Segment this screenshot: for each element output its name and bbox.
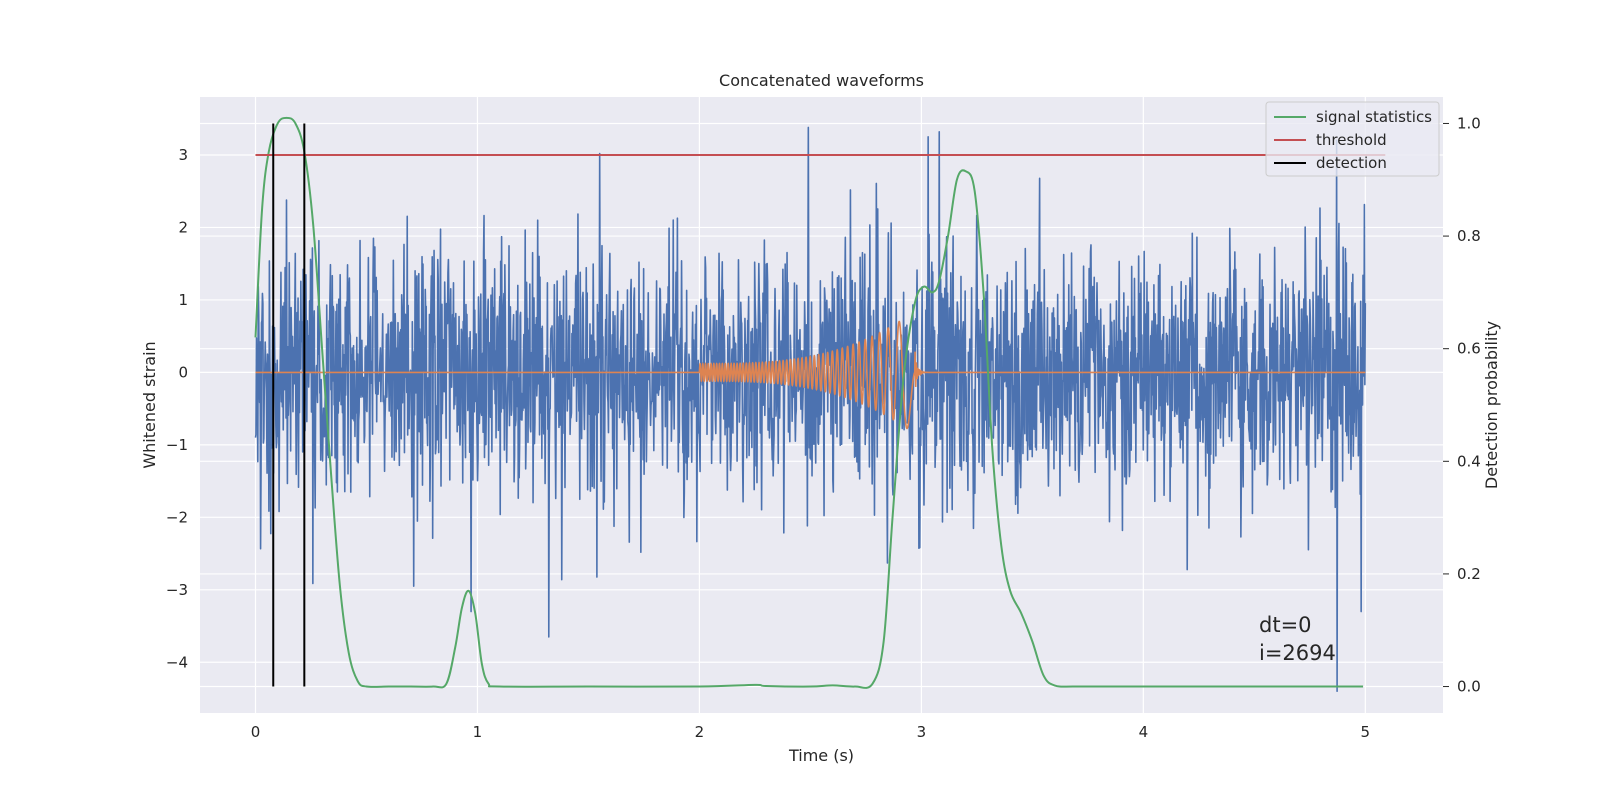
signal-statistics-line <box>254 116 1364 689</box>
y-right-tick-label: 1.0 <box>1457 114 1481 132</box>
y-axis-right-label: Detection probability <box>1482 321 1501 489</box>
x-tick-label: 2 <box>695 723 705 741</box>
y-tick-label: −3 <box>166 581 188 599</box>
x-tick-label: 4 <box>1139 723 1149 741</box>
y-tick-label: −4 <box>166 653 188 671</box>
legend: signal statistics threshold detection <box>1265 101 1440 177</box>
y-right-tick-label: 0.4 <box>1457 452 1481 470</box>
noise-line <box>254 126 1367 693</box>
x-tick-label: 1 <box>473 723 483 741</box>
y-tick-label: −1 <box>166 436 188 454</box>
noise-series <box>254 126 1367 693</box>
y-tick-label: 0 <box>178 363 188 381</box>
legend-entry-signal-statistics: signal statistics <box>1316 108 1432 126</box>
y-right-tick-label: 0.2 <box>1457 565 1481 583</box>
chart-title: Concatenated waveforms <box>719 71 924 90</box>
chirp-line <box>255 320 1366 430</box>
ticks: 0 1 2 3 4 5 −4 −3 −2 −1 0 1 2 3 0.0 0.2 0.4 0.6 0.8 1.0 <box>166 114 1481 741</box>
y-tick-label: 1 <box>178 291 188 309</box>
y-right-tick-label: 0.0 <box>1457 678 1481 696</box>
x-tick-label: 5 <box>1361 723 1371 741</box>
legend-entry-threshold: threshold <box>1316 131 1387 149</box>
legend-entry-detection: detection <box>1316 154 1387 172</box>
legend-box <box>1265 101 1440 177</box>
y-tick-label: −2 <box>166 508 188 526</box>
signal-statistics-series <box>254 116 1364 689</box>
x-tick-label: 3 <box>917 723 927 741</box>
detection-series <box>272 123 306 687</box>
chirp-series <box>255 320 1366 430</box>
x-tick-label: 0 <box>251 723 261 741</box>
annotation-dt: dt=0 <box>1259 613 1312 637</box>
y-right-tick-label: 0.8 <box>1457 227 1481 245</box>
y-axis-label: Whitened strain <box>140 341 159 468</box>
y-tick-label: 3 <box>178 146 188 164</box>
annotation-index: i=2694 <box>1259 641 1336 665</box>
y-tick-label: 2 <box>178 218 188 236</box>
y-right-tick-label: 0.6 <box>1457 340 1481 358</box>
x-axis-label: Time (s) <box>788 746 854 765</box>
